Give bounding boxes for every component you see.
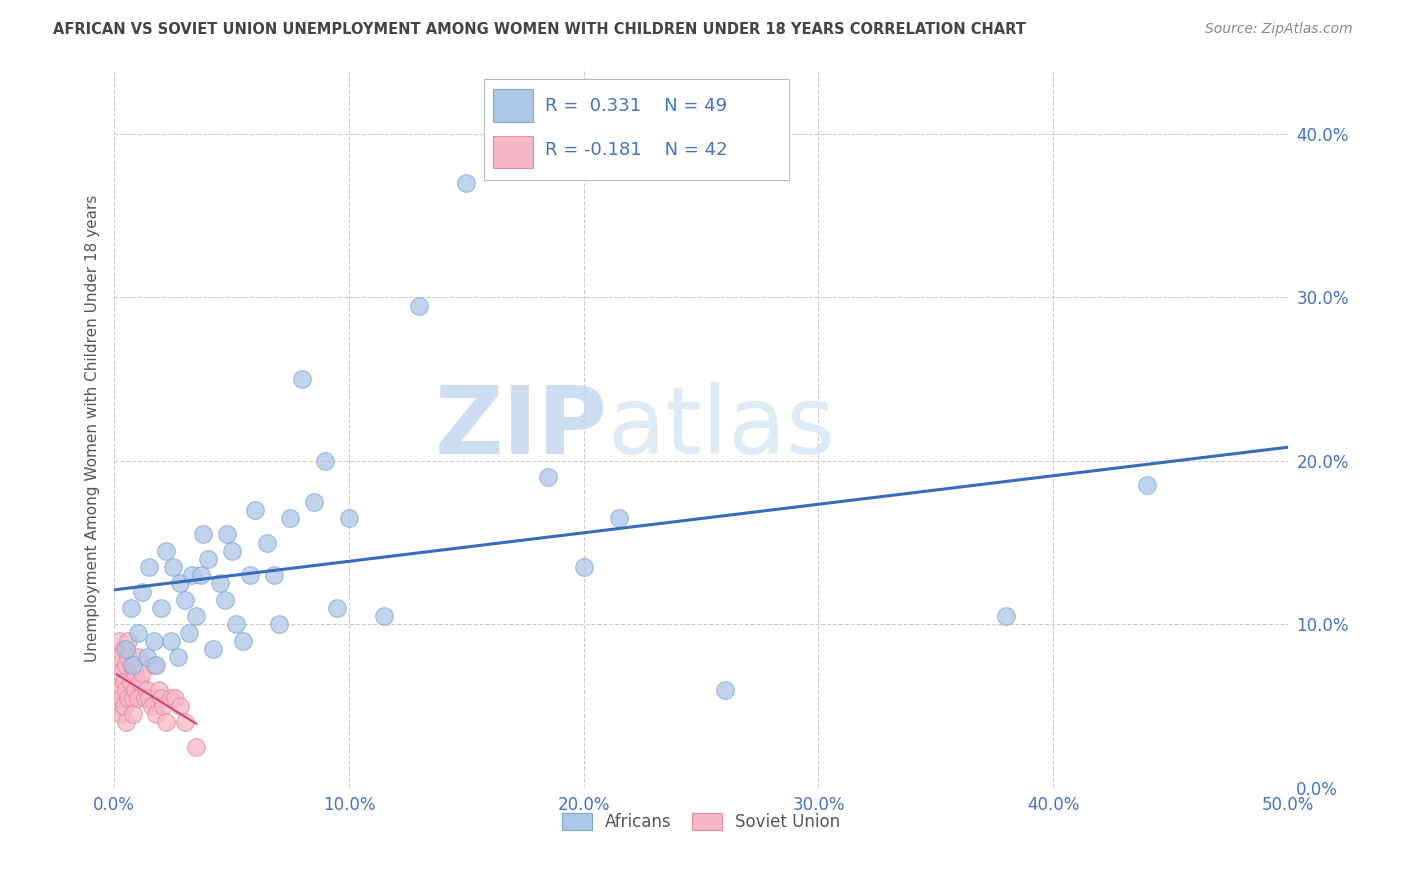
- Point: [169, 576, 191, 591]
- Point: [112, 674, 135, 689]
- Point: [120, 674, 142, 689]
- Point: [108, 633, 131, 648]
- Point: [159, 690, 181, 705]
- Point: [143, 633, 166, 648]
- Point: [155, 543, 177, 558]
- Point: [214, 592, 236, 607]
- Point: [117, 690, 139, 705]
- Point: [115, 658, 138, 673]
- Point: [165, 690, 187, 705]
- Point: [572, 560, 595, 574]
- Point: [1136, 478, 1159, 492]
- Point: [136, 682, 159, 697]
- Point: [108, 699, 131, 714]
- Point: [197, 552, 219, 566]
- Point: [243, 503, 266, 517]
- Point: [169, 699, 191, 714]
- Point: [136, 650, 159, 665]
- Point: [122, 658, 145, 673]
- Point: [456, 176, 478, 190]
- Point: [150, 601, 173, 615]
- Point: [337, 511, 360, 525]
- Point: [148, 682, 170, 697]
- Point: [110, 666, 132, 681]
- Point: [141, 699, 163, 714]
- Point: [155, 715, 177, 730]
- Y-axis label: Unemployment Among Women with Children Under 18 years: Unemployment Among Women with Children U…: [86, 194, 100, 662]
- Point: [193, 527, 215, 541]
- Point: [373, 609, 395, 624]
- Point: [267, 617, 290, 632]
- Legend: Africans, Soviet Union: Africans, Soviet Union: [548, 799, 853, 844]
- Point: [124, 666, 146, 681]
- Point: [110, 690, 132, 705]
- Point: [166, 650, 188, 665]
- Point: [120, 658, 142, 673]
- Point: [131, 584, 153, 599]
- Point: [159, 633, 181, 648]
- Text: atlas: atlas: [607, 382, 835, 475]
- Point: [408, 299, 430, 313]
- Point: [115, 715, 138, 730]
- Point: [120, 601, 142, 615]
- Point: [239, 568, 262, 582]
- Point: [201, 641, 224, 656]
- Point: [127, 690, 149, 705]
- Point: [326, 601, 349, 615]
- Point: [117, 633, 139, 648]
- Point: [607, 511, 630, 525]
- Point: [124, 682, 146, 697]
- Point: [713, 682, 735, 697]
- Text: ZIP: ZIP: [434, 382, 607, 475]
- Point: [180, 568, 202, 582]
- Point: [143, 658, 166, 673]
- Point: [127, 650, 149, 665]
- Point: [537, 470, 560, 484]
- Point: [995, 609, 1018, 624]
- Point: [263, 568, 285, 582]
- Point: [221, 543, 243, 558]
- Point: [105, 682, 128, 697]
- Point: [186, 739, 208, 754]
- Point: [145, 707, 167, 722]
- Point: [127, 625, 149, 640]
- Point: [108, 650, 131, 665]
- Point: [152, 699, 174, 714]
- Point: [112, 641, 135, 656]
- Point: [138, 690, 160, 705]
- Point: [173, 592, 195, 607]
- Point: [112, 699, 135, 714]
- Point: [122, 690, 145, 705]
- Point: [256, 535, 278, 549]
- Point: [138, 560, 160, 574]
- Point: [115, 682, 138, 697]
- Point: [314, 454, 336, 468]
- Point: [131, 666, 153, 681]
- Point: [129, 674, 152, 689]
- Point: [232, 633, 254, 648]
- Point: [145, 658, 167, 673]
- Point: [150, 690, 173, 705]
- Point: [291, 372, 314, 386]
- Point: [208, 576, 231, 591]
- Point: [117, 650, 139, 665]
- Point: [190, 568, 212, 582]
- Point: [122, 707, 145, 722]
- Point: [186, 609, 208, 624]
- Point: [134, 690, 156, 705]
- Point: [179, 625, 201, 640]
- Point: [105, 658, 128, 673]
- Point: [162, 560, 184, 574]
- Text: Source: ZipAtlas.com: Source: ZipAtlas.com: [1205, 22, 1353, 37]
- Point: [173, 715, 195, 730]
- Point: [115, 641, 138, 656]
- Point: [278, 511, 301, 525]
- Point: [225, 617, 247, 632]
- Point: [110, 707, 132, 722]
- Point: [302, 494, 325, 508]
- Point: [215, 527, 238, 541]
- Text: AFRICAN VS SOVIET UNION UNEMPLOYMENT AMONG WOMEN WITH CHILDREN UNDER 18 YEARS CO: AFRICAN VS SOVIET UNION UNEMPLOYMENT AMO…: [53, 22, 1026, 37]
